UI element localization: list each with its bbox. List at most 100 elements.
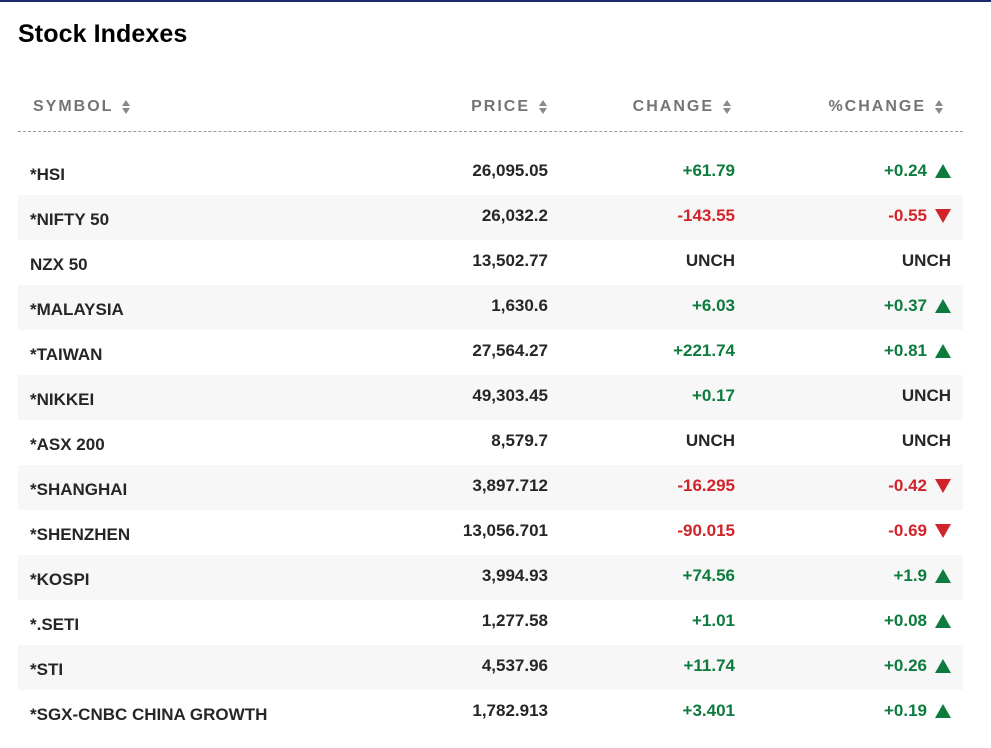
index-change: -16.295 xyxy=(677,476,735,495)
sort-by-price-header[interactable]: PRICE xyxy=(471,84,547,130)
index-pct-change-cell: +0.81 xyxy=(884,328,951,373)
table-row: *KOSPI 3,994.93 +74.56 +1.9 xyxy=(18,555,963,600)
down-arrow-icon xyxy=(935,478,951,493)
index-symbol-link[interactable]: *NIFTY 50 xyxy=(30,210,110,229)
index-symbol-link[interactable]: *TAIWAN xyxy=(30,345,103,364)
index-pct-change: -0.55 xyxy=(888,206,927,225)
price-column-label: PRICE xyxy=(471,98,530,115)
down-arrow-icon xyxy=(935,208,951,223)
index-pct-change: UNCH xyxy=(901,431,951,450)
index-pct-change-cell: -0.42 xyxy=(888,463,951,508)
up-arrow-icon xyxy=(935,298,951,313)
index-price: 26,032.2 xyxy=(481,206,548,225)
table-row: *.SETI 1,277.58 +1.01 +0.08 xyxy=(18,600,963,645)
sort-icon xyxy=(723,99,731,115)
stock-indexes-table: SYMBOL PRICE CHANGE %CHANGE *HSI 26,095.0… xyxy=(18,84,963,735)
table-row: NZX 50 13,502.77 UNCH UNCH xyxy=(18,240,963,285)
index-symbol-link[interactable]: *.SETI xyxy=(30,615,80,634)
index-symbol-link[interactable]: *HSI xyxy=(30,165,65,184)
down-arrow-icon xyxy=(935,523,951,538)
table-row: *STI 4,537.96 +11.74 +0.26 xyxy=(18,645,963,690)
index-pct-change: +1.9 xyxy=(893,566,927,585)
index-symbol-link[interactable]: *SGX-CNBC CHINA GROWTH xyxy=(30,705,268,724)
index-pct-change: +0.37 xyxy=(883,296,927,315)
index-pct-change: -0.42 xyxy=(888,476,927,495)
table-row: *HSI 26,095.05 +61.79 +0.24 xyxy=(18,150,963,195)
index-symbol-link[interactable]: *STI xyxy=(30,660,64,679)
index-pct-change-cell: UNCH xyxy=(902,238,951,283)
index-change: +61.79 xyxy=(682,161,735,180)
sort-by-symbol-header[interactable]: SYMBOL xyxy=(33,84,131,130)
table-header: SYMBOL PRICE CHANGE %CHANGE xyxy=(18,84,963,132)
index-symbol-link[interactable]: *NIKKEI xyxy=(30,390,95,409)
index-change: UNCH xyxy=(685,431,735,450)
index-pct-change: -0.69 xyxy=(888,521,927,540)
index-change: +11.74 xyxy=(683,656,735,675)
index-price: 4,537.96 xyxy=(481,656,548,675)
index-pct-change-cell: -0.69 xyxy=(888,508,951,553)
up-arrow-icon xyxy=(935,703,951,718)
up-arrow-icon xyxy=(935,613,951,628)
sort-by-pct-change-header[interactable]: %CHANGE xyxy=(828,84,943,130)
index-change: +74.56 xyxy=(682,566,735,585)
index-pct-change-cell: +0.19 xyxy=(884,688,951,733)
table-body: *HSI 26,095.05 +61.79 +0.24 *NIFTY 50 26,032.… xyxy=(18,150,963,735)
index-price: 13,056.701 xyxy=(462,521,548,540)
index-price: 1,630.6 xyxy=(491,296,548,315)
index-price: 1,277.58 xyxy=(481,611,548,630)
table-row: *SGX-CNBC CHINA GROWTH 1,782.913 +3.401 +0.… xyxy=(18,690,963,735)
up-arrow-icon xyxy=(935,658,951,673)
symbol-column-label: SYMBOL xyxy=(33,98,114,115)
table-row: *NIFTY 50 26,032.2 -143.55 -0.55 xyxy=(18,195,963,240)
index-price: 49,303.45 xyxy=(472,386,548,405)
index-symbol-link[interactable]: *ASX 200 xyxy=(30,435,105,454)
top-accent-rule xyxy=(0,0,991,2)
index-change: +0.17 xyxy=(691,386,735,405)
index-pct-change: UNCH xyxy=(901,386,951,405)
index-pct-change: +0.08 xyxy=(883,611,927,630)
pct-change-column-label: %CHANGE xyxy=(828,98,926,115)
index-price: 3,897.712 xyxy=(472,476,548,495)
index-pct-change: +0.24 xyxy=(883,161,927,180)
index-change: -90.015 xyxy=(677,521,735,540)
page-title: Stock Indexes xyxy=(18,20,188,48)
up-arrow-icon xyxy=(935,343,951,358)
index-pct-change-cell: +1.9 xyxy=(893,553,951,598)
index-price: 26,095.05 xyxy=(472,161,548,180)
index-symbol-link[interactable]: NZX 50 xyxy=(30,255,88,274)
index-price: 1,782.913 xyxy=(472,701,548,720)
index-price: 27,564.27 xyxy=(472,341,548,360)
table-row: *MALAYSIA 1,630.6 +6.03 +0.37 xyxy=(18,285,963,330)
index-price: 3,994.93 xyxy=(481,566,548,585)
sort-icon xyxy=(539,99,547,115)
table-row: *NIKKEI 49,303.45 +0.17 UNCH xyxy=(18,375,963,420)
index-pct-change: UNCH xyxy=(901,251,951,270)
table-row: *ASX 200 8,579.7 UNCH UNCH xyxy=(18,420,963,465)
index-change: +6.03 xyxy=(691,296,735,315)
index-symbol-link[interactable]: *SHENZHEN xyxy=(30,525,131,544)
index-pct-change-cell: +0.24 xyxy=(884,148,951,193)
index-pct-change-cell: +0.26 xyxy=(884,643,951,688)
index-pct-change: +0.19 xyxy=(883,701,927,720)
index-symbol-link[interactable]: *MALAYSIA xyxy=(30,300,124,319)
index-pct-change-cell: +0.37 xyxy=(884,283,951,328)
index-change: UNCH xyxy=(685,251,735,270)
sort-by-change-header[interactable]: CHANGE xyxy=(633,84,731,130)
table-row: *TAIWAN 27,564.27 +221.74 +0.81 xyxy=(18,330,963,375)
table-row: *SHANGHAI 3,897.712 -16.295 -0.42 xyxy=(18,465,963,510)
index-pct-change: +0.26 xyxy=(883,656,927,675)
index-symbol-link[interactable]: *KOSPI xyxy=(30,570,90,589)
index-pct-change-cell: UNCH xyxy=(902,418,951,463)
sort-icon xyxy=(122,99,131,115)
table-row: *SHENZHEN 13,056.701 -90.015 -0.69 xyxy=(18,510,963,555)
index-pct-change-cell: -0.55 xyxy=(888,193,951,238)
sort-icon xyxy=(935,99,943,115)
index-symbol-link[interactable]: *SHANGHAI xyxy=(30,480,128,499)
index-price: 13,502.77 xyxy=(472,251,548,270)
index-change: +3.401 xyxy=(682,701,735,720)
change-column-label: CHANGE xyxy=(632,98,714,115)
index-pct-change-cell: UNCH xyxy=(902,373,951,418)
up-arrow-icon xyxy=(935,163,951,178)
index-change: +221.74 xyxy=(673,341,735,360)
index-change: +1.01 xyxy=(691,611,735,630)
